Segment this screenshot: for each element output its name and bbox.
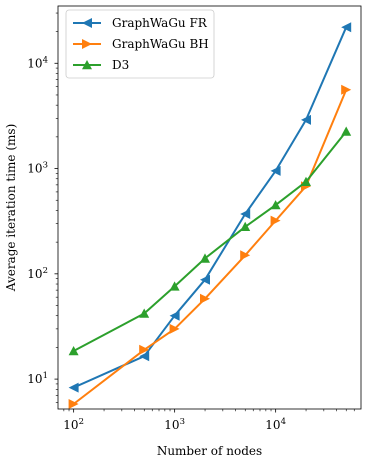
legend-marker bbox=[82, 60, 92, 70]
data-point bbox=[200, 253, 210, 263]
data-point bbox=[341, 22, 352, 33]
y-axis-label: Average iteration time (ms) bbox=[4, 124, 18, 292]
series-line-1 bbox=[73, 26, 348, 389]
plot-frame bbox=[57, 5, 362, 410]
x-tick-label: 103 bbox=[164, 417, 185, 432]
data-point bbox=[270, 200, 281, 210]
legend: GraphWaGu FR GraphWaGu BH D3 bbox=[65, 9, 215, 79]
data-point bbox=[301, 114, 311, 125]
data-point bbox=[68, 382, 79, 393]
x-tick-label: 102 bbox=[63, 417, 84, 432]
data-point bbox=[270, 215, 281, 226]
legend-marker bbox=[82, 39, 92, 49]
data-point bbox=[68, 346, 79, 356]
data-point bbox=[139, 344, 150, 355]
data-point bbox=[139, 351, 150, 362]
y-tick-label: 102 bbox=[27, 266, 48, 281]
data-point bbox=[139, 308, 150, 318]
legend-label: D3 bbox=[112, 58, 129, 72]
data-point bbox=[240, 250, 251, 261]
plot-marks bbox=[68, 22, 352, 409]
data-point bbox=[240, 209, 251, 219]
data-point bbox=[200, 274, 210, 285]
data-point bbox=[169, 323, 180, 334]
data-point bbox=[341, 84, 352, 95]
y-tick-label: 103 bbox=[27, 161, 48, 176]
legend-label: GraphWaGu BH bbox=[112, 37, 209, 51]
data-point bbox=[240, 221, 251, 231]
series-line-2 bbox=[72, 89, 348, 405]
data-point bbox=[169, 281, 180, 291]
x-tick-label: 104 bbox=[265, 417, 286, 432]
data-point bbox=[270, 165, 281, 176]
x-axis-label: Number of nodes bbox=[157, 444, 262, 458]
data-point bbox=[169, 310, 180, 321]
data-point bbox=[301, 176, 311, 186]
legend-box bbox=[65, 9, 215, 79]
legend-marker bbox=[82, 18, 92, 28]
y-tick-label: 101 bbox=[27, 371, 48, 386]
data-point bbox=[68, 399, 79, 409]
legend-label: GraphWaGu FR bbox=[112, 16, 208, 30]
y-tick-label: 104 bbox=[27, 55, 48, 70]
data-point bbox=[200, 293, 210, 304]
series-line-3 bbox=[73, 130, 347, 352]
data-point bbox=[341, 126, 352, 136]
